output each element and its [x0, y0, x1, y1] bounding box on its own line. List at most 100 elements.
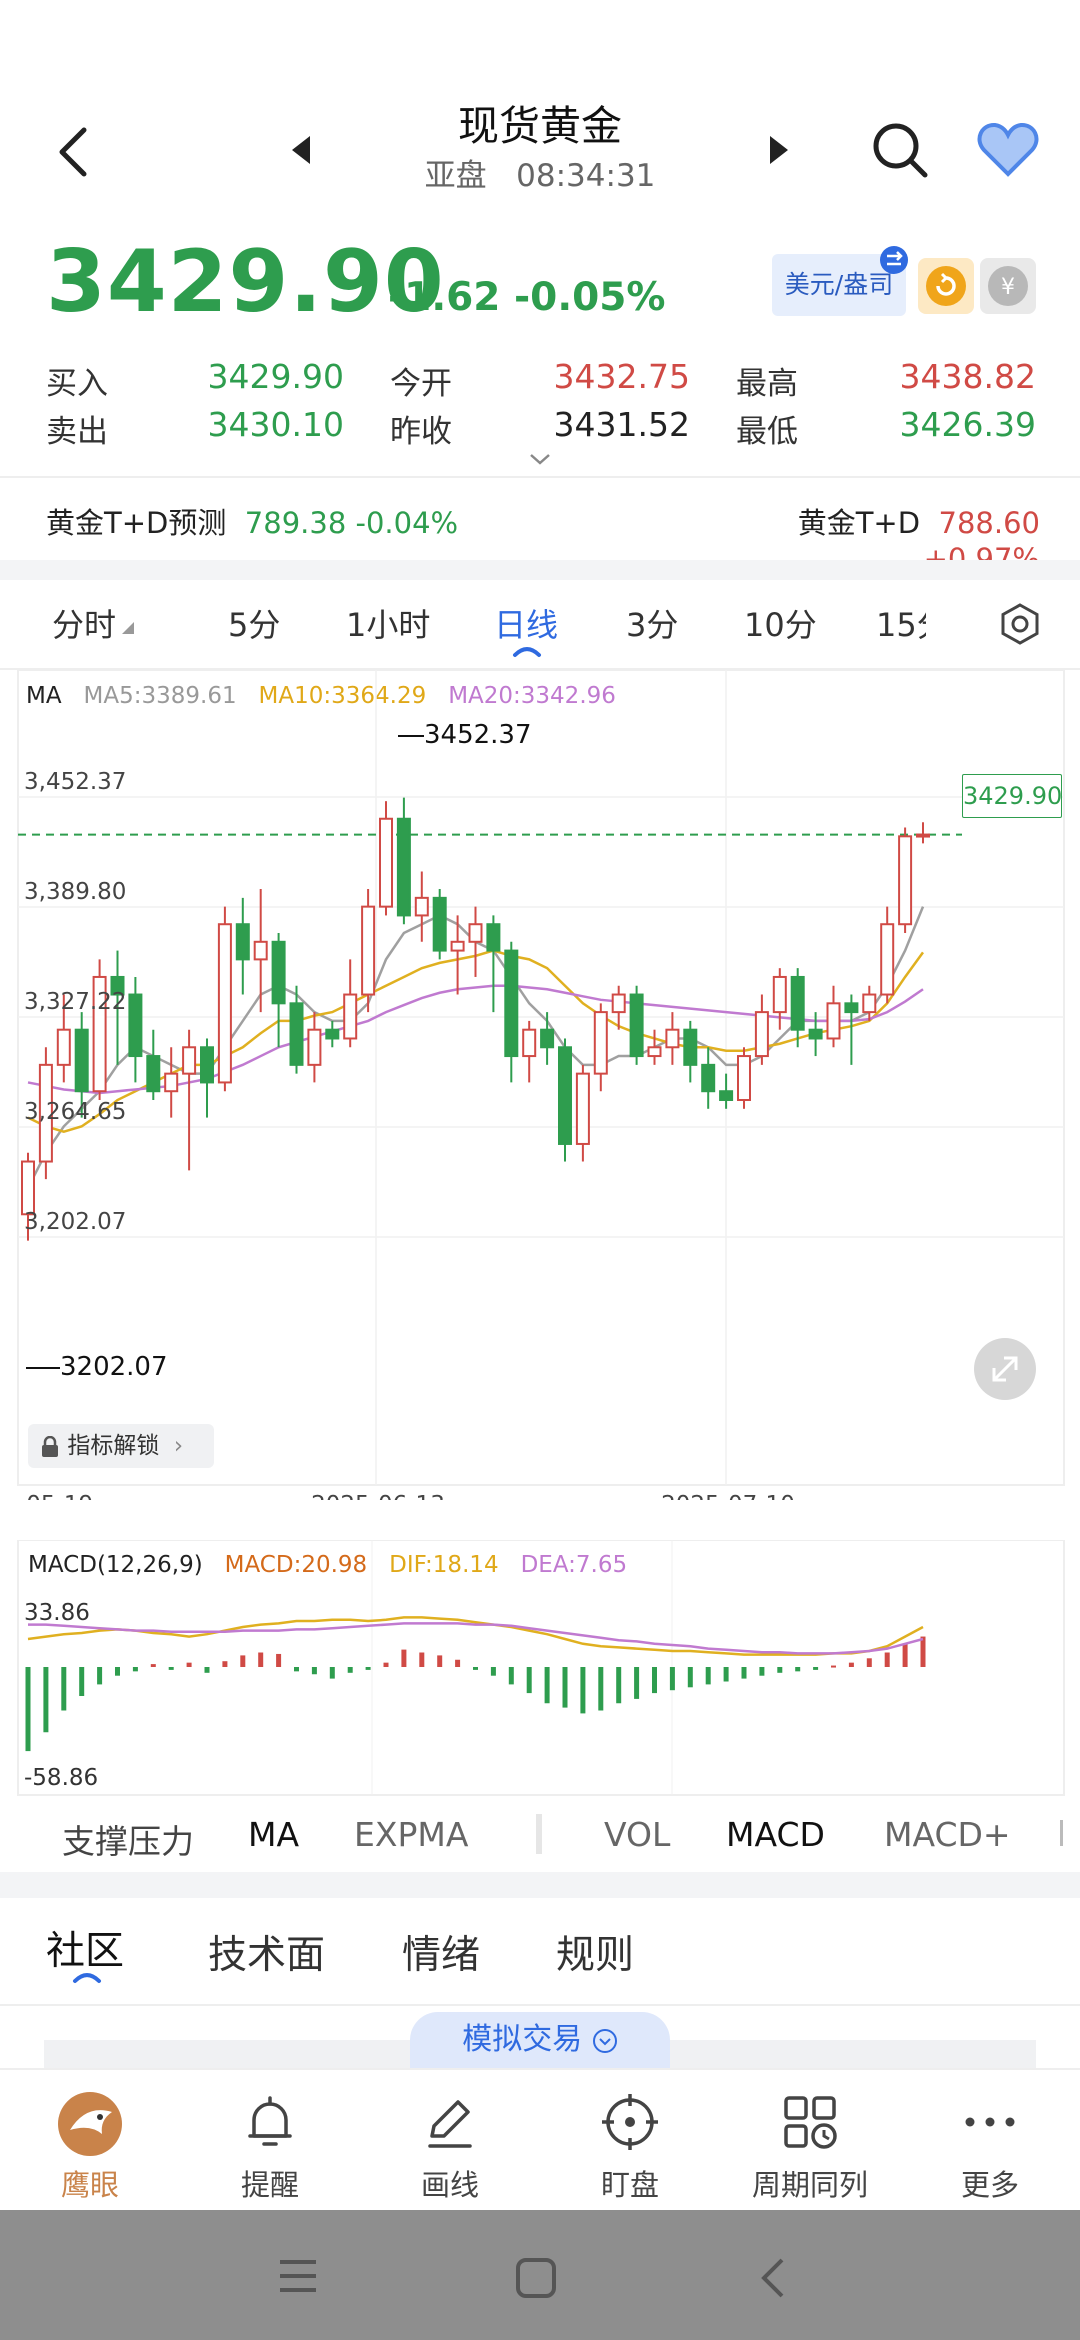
candle-body	[719, 1090, 734, 1102]
tab-period-2[interactable]: 1小时	[346, 606, 431, 644]
sim-trade-button[interactable]: 模拟交易	[410, 2012, 670, 2068]
nav-label: 鹰眼	[60, 2168, 119, 2202]
ind-tab-0[interactable]: 支撑压力	[62, 1822, 194, 1861]
dropdown-triangle-icon	[122, 622, 134, 634]
macd-bar	[473, 1667, 478, 1670]
ind-tab-3[interactable]: VOL	[604, 1815, 671, 1854]
candle-body	[862, 993, 877, 1014]
tab-period-4[interactable]: 3分	[626, 606, 679, 644]
macd-bar	[455, 1659, 461, 1667]
ind-tab-5[interactable]: MACD+	[884, 1815, 1011, 1854]
candle-body	[468, 923, 483, 943]
tab-period-5[interactable]: 10分	[744, 606, 817, 644]
y-tick-label: 3,452.37	[24, 769, 126, 795]
nav-eagle-eye[interactable]: 鹰眼	[0, 2070, 180, 2210]
clock-time: 08:34:31	[516, 158, 656, 194]
candle-body	[790, 975, 805, 1031]
macd-bar	[705, 1667, 711, 1685]
macd-bar	[401, 1649, 407, 1667]
currency-convert-button[interactable]: ¥	[980, 258, 1036, 314]
candle-body	[432, 896, 447, 952]
settings-hex-icon[interactable]	[998, 602, 1042, 646]
nav-multi-period[interactable]: 周期同列	[720, 2070, 900, 2210]
high-marker-label: 3452.37	[398, 720, 532, 750]
next-instrument-icon[interactable]	[766, 134, 790, 166]
low-marker-value: 3202.07	[60, 1352, 168, 1382]
nav-alert[interactable]: 提醒	[180, 2070, 360, 2210]
home-icon[interactable]	[514, 2256, 558, 2300]
candlestick-chart[interactable]: 3,452.37 3,389.80 3,327.22 3,264.65 3,202.07…	[0, 670, 1080, 1500]
candle-body	[325, 1028, 340, 1040]
macd-bar	[777, 1667, 783, 1673]
section-gap	[0, 560, 1080, 580]
macd-bar	[329, 1667, 335, 1679]
tab-period-0[interactable]: 分时	[52, 606, 117, 644]
macd-bar	[43, 1667, 49, 1733]
more-dots-icon	[965, 2117, 1015, 2127]
candle-body	[21, 1160, 35, 1216]
change-pct: -0.05%	[514, 275, 666, 320]
tab-period-6[interactable]: 15分	[876, 606, 926, 644]
y-tick-label: 3,389.80	[24, 879, 126, 905]
favorite-heart-icon[interactable]	[976, 120, 1040, 180]
low-value: 3426.39	[899, 405, 1036, 444]
candle-body	[611, 993, 626, 1014]
candle-body	[128, 993, 143, 1058]
indicator-unlock-button[interactable]: 指标解锁 ›	[28, 1424, 214, 1468]
macd-bar	[723, 1667, 729, 1682]
tab-community[interactable]: 社区	[46, 1929, 125, 1974]
candle-body	[450, 940, 465, 952]
open-label: 今开	[390, 366, 452, 402]
tab-period-3[interactable]: 日线	[494, 606, 559, 644]
currency-convert-icon: ¥	[988, 266, 1028, 306]
macd-bar	[204, 1667, 210, 1673]
macd-bar	[866, 1658, 872, 1667]
candle-body	[289, 1002, 304, 1066]
dea-line	[28, 1622, 924, 1655]
macd-chart[interactable]	[0, 1540, 1080, 1800]
prev-close-value: 3431.52	[553, 405, 690, 444]
macd-bar	[79, 1667, 85, 1696]
back-arrow-icon[interactable]	[54, 124, 94, 180]
y-tick-label: 3,327.22	[24, 989, 126, 1015]
candle-body	[307, 1028, 322, 1066]
related-left[interactable]: 黄金T+D预测 789.38 -0.04%	[46, 500, 458, 542]
page-title: 现货黄金	[458, 102, 622, 150]
tab-technical[interactable]: 技术面	[208, 1933, 326, 1978]
candle-body	[629, 993, 644, 1058]
candle-body	[593, 1011, 608, 1075]
tab-period-1[interactable]: 5分	[228, 606, 281, 644]
expand-chevron-icon[interactable]	[528, 452, 552, 466]
candle-body	[182, 1046, 197, 1075]
fullscreen-button[interactable]	[974, 1338, 1036, 1400]
tab-sentiment[interactable]: 情绪	[402, 1933, 481, 1978]
ind-tab-1[interactable]: MA	[248, 1815, 300, 1854]
macd-bar	[813, 1667, 819, 1670]
ma10-line	[27, 949, 925, 1133]
macd-bar	[150, 1664, 156, 1667]
nav-more[interactable]: 更多	[900, 2070, 1080, 2210]
candle-body	[361, 905, 376, 996]
currency-unit-button[interactable]: 美元/盎司	[772, 254, 906, 316]
ma20-legend: MA20:3342.96	[448, 683, 616, 709]
macd-bar	[508, 1667, 514, 1685]
x-tick-label: 2025-06-13	[311, 1492, 445, 1500]
nav-draw[interactable]: 画线	[360, 2070, 540, 2210]
nav-label: 更多	[960, 2168, 1019, 2202]
refresh-button[interactable]	[918, 258, 974, 314]
candle-body	[844, 1002, 859, 1014]
high-value: 3438.82	[899, 357, 1036, 396]
prev-instrument-icon[interactable]	[290, 134, 314, 166]
back-icon[interactable]	[758, 2256, 788, 2300]
candle-body	[74, 1028, 89, 1093]
candle-body	[558, 1046, 572, 1145]
tab-rules[interactable]: 规则	[556, 1933, 635, 1978]
search-icon[interactable]	[870, 120, 930, 180]
menu-icon[interactable]	[276, 2256, 320, 2296]
ind-tab-4[interactable]: MACD	[726, 1815, 825, 1854]
ma10-legend: MA10:3364.29	[258, 683, 427, 709]
ind-tab-2[interactable]: EXPMA	[354, 1815, 469, 1854]
nav-watch[interactable]: 盯盘	[540, 2070, 720, 2210]
macd-bar	[490, 1667, 496, 1676]
candle-body	[898, 835, 913, 926]
